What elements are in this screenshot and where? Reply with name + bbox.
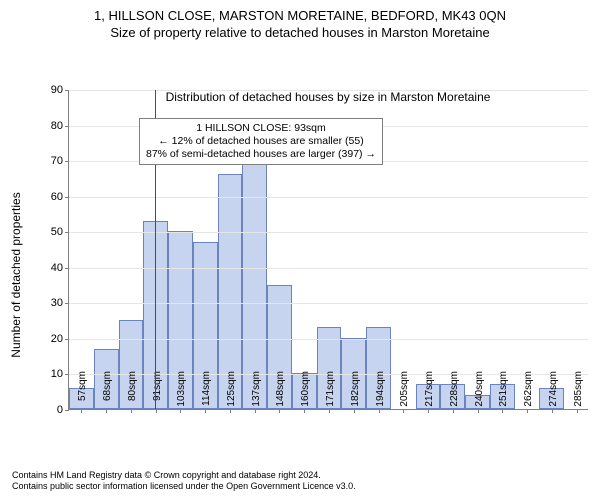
grid-line bbox=[69, 90, 588, 91]
grid-line bbox=[69, 197, 588, 198]
callout-box: 1 HILLSON CLOSE: 93sqm ← 12% of detached… bbox=[139, 118, 383, 165]
title-sub: Size of property relative to detached ho… bbox=[10, 25, 590, 40]
x-tick-label: 205sqm bbox=[399, 371, 410, 415]
x-tick-label: 262sqm bbox=[523, 371, 534, 415]
x-tick-label: 137sqm bbox=[251, 371, 262, 415]
x-tick-label: 68sqm bbox=[102, 371, 113, 415]
bar bbox=[242, 135, 267, 409]
title-main: 1, HILLSON CLOSE, MARSTON MORETAINE, BED… bbox=[10, 8, 590, 23]
x-tick-label: 91sqm bbox=[152, 371, 163, 415]
grid-line bbox=[69, 339, 588, 340]
y-tick-label: 10 bbox=[51, 368, 69, 380]
y-tick-label: 50 bbox=[51, 226, 69, 238]
grid-line bbox=[69, 268, 588, 269]
callout-line1: 1 HILLSON CLOSE: 93sqm bbox=[146, 122, 376, 135]
y-tick-label: 0 bbox=[57, 404, 69, 416]
x-tick-label: 171sqm bbox=[325, 371, 336, 415]
x-tick-label: 285sqm bbox=[573, 371, 584, 415]
y-tick-label: 80 bbox=[51, 120, 69, 132]
x-tick-label: 274sqm bbox=[548, 371, 559, 415]
x-tick-label: 80sqm bbox=[127, 371, 138, 415]
y-tick-label: 90 bbox=[51, 84, 69, 96]
x-tick-label: 160sqm bbox=[300, 371, 311, 415]
x-tick-label: 194sqm bbox=[375, 371, 386, 415]
chart-container: 1, HILLSON CLOSE, MARSTON MORETAINE, BED… bbox=[0, 0, 600, 500]
x-tick-label: 57sqm bbox=[77, 371, 88, 415]
x-tick-label: 251sqm bbox=[498, 371, 509, 415]
attribution-line2: Contains public sector information licen… bbox=[12, 481, 590, 492]
chart-wrap: Number of detached properties 0102030405… bbox=[40, 90, 600, 460]
x-tick-label: 228sqm bbox=[449, 371, 460, 415]
attribution: Contains HM Land Registry data © Crown c… bbox=[12, 470, 590, 493]
x-tick-label: 103sqm bbox=[176, 371, 187, 415]
callout-line3: 87% of semi-detached houses are larger (… bbox=[146, 148, 376, 161]
y-tick-label: 20 bbox=[51, 333, 69, 345]
grid-line bbox=[69, 303, 588, 304]
grid-line bbox=[69, 232, 588, 233]
y-tick-label: 60 bbox=[51, 191, 69, 203]
x-tick-label: 240sqm bbox=[474, 371, 485, 415]
x-tick-label: 217sqm bbox=[424, 371, 435, 415]
x-tick-label: 148sqm bbox=[275, 371, 286, 415]
callout-line2: ← 12% of detached houses are smaller (55… bbox=[146, 135, 376, 148]
y-axis-title: Number of detached properties bbox=[9, 192, 23, 357]
y-tick-label: 30 bbox=[51, 297, 69, 309]
x-tick-label: 125sqm bbox=[226, 371, 237, 415]
x-tick-label: 114sqm bbox=[201, 371, 212, 415]
x-tick-label: 182sqm bbox=[350, 371, 361, 415]
plot-area: 010203040506070809057sqm68sqm80sqm91sqm1… bbox=[68, 90, 588, 410]
attribution-line1: Contains HM Land Registry data © Crown c… bbox=[12, 470, 590, 481]
y-tick-label: 70 bbox=[51, 155, 69, 167]
y-tick-label: 40 bbox=[51, 262, 69, 274]
